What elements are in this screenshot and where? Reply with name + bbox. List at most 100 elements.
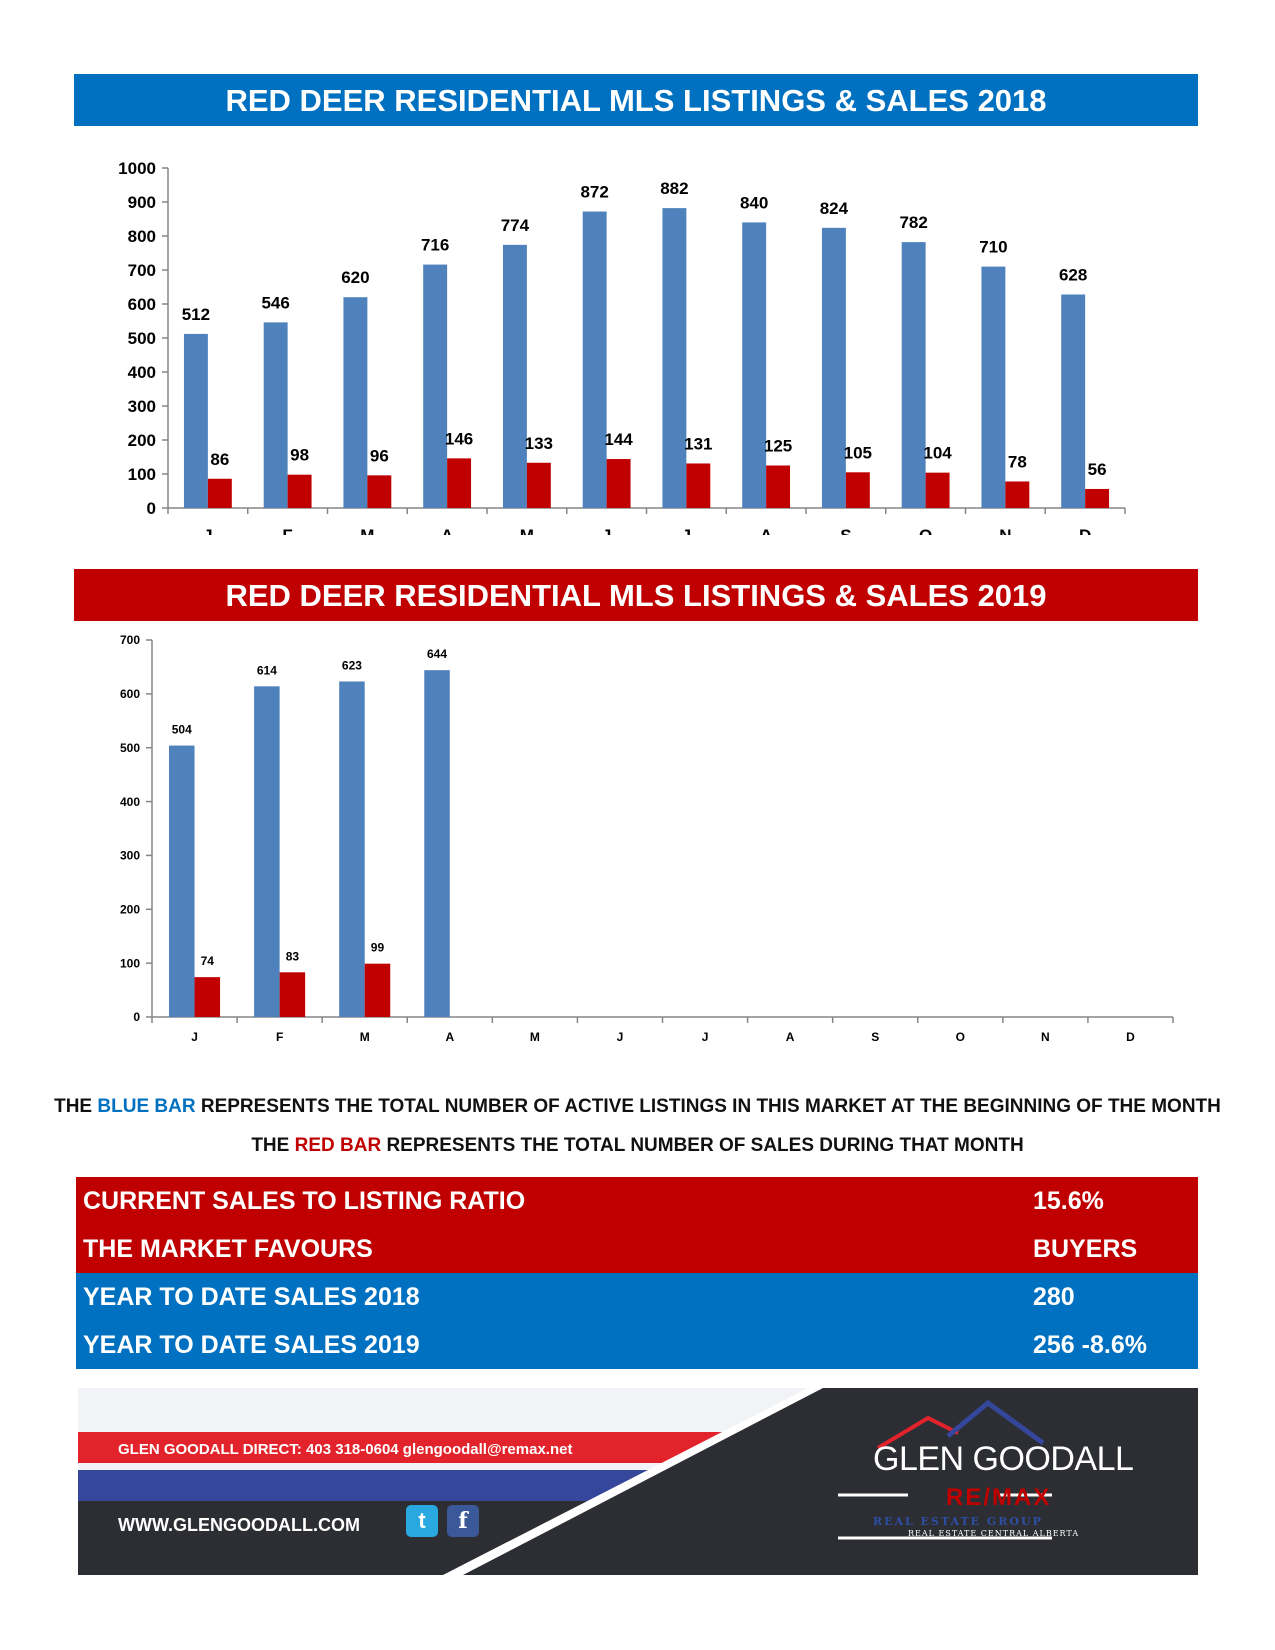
stat-row-ratio: CURRENT SALES TO LISTING RATIO 15.6% (76, 1177, 1198, 1225)
x-tick-label: S (840, 526, 851, 535)
legend-red-bar: THE RED BAR REPRESENTS THE TOTAL NUMBER … (0, 1135, 1275, 1157)
data-label: 872 (580, 183, 608, 202)
footer-banner: GLEN GOODALL DIRECT: 403 318-0604 glengo… (78, 1388, 1198, 1575)
x-tick-label: A (760, 526, 772, 535)
y-tick-label: 500 (120, 741, 140, 755)
listings-bar (502, 244, 527, 508)
data-label: 512 (182, 305, 210, 324)
x-tick-label: N (1041, 1030, 1050, 1044)
x-tick-label: F (282, 526, 292, 535)
data-label: 105 (844, 443, 872, 462)
data-label: 146 (445, 429, 473, 448)
data-label: 623 (342, 658, 362, 672)
data-label: 782 (899, 213, 927, 232)
legend-red-suffix: REPRESENTS THE TOTAL NUMBER OF SALES DUR… (381, 1135, 1024, 1156)
x-tick-label: O (956, 1030, 965, 1044)
stat-value: 280 (1033, 1282, 1075, 1311)
y-tick-label: 900 (128, 193, 156, 212)
sales-bar (367, 475, 392, 508)
x-tick-label: D (1079, 526, 1091, 535)
chart-2019: 0 100 200 300 400 500 600 700 J F M A M J J A S O N D 504 614… (120, 633, 1174, 1044)
legend-blue-word: BLUE BAR (97, 1096, 196, 1117)
data-label: 83 (286, 949, 300, 963)
listings-bar (1061, 294, 1086, 508)
y-tick-label: 200 (128, 431, 156, 450)
stat-label: THE MARKET FAVOURS (83, 1234, 373, 1263)
x-tick-label: M (360, 526, 374, 535)
y-tick-label: 300 (128, 397, 156, 416)
listings-bar (339, 681, 365, 1017)
sales-bar (207, 478, 232, 508)
x-tick-label: O (919, 526, 932, 535)
stats-table: CURRENT SALES TO LISTING RATIO 15.6% THE… (76, 1177, 1198, 1369)
brand-name: GLEN GOODALL (873, 1440, 1134, 1478)
data-label: 840 (740, 193, 768, 212)
legend-red-prefix: THE (251, 1135, 295, 1156)
x-tick-label: A (445, 1030, 454, 1044)
sales-bar (845, 472, 870, 508)
listings-bar (423, 264, 448, 508)
y-tick-label: 200 (120, 902, 140, 916)
legend-blue-bar: THE BLUE BAR REPRESENTS THE TOTAL NUMBER… (0, 1096, 1275, 1118)
listings-bar (901, 242, 926, 508)
x-tick-label: A (441, 526, 453, 535)
y-tick-label: 600 (120, 687, 140, 701)
sales-bar (686, 463, 711, 508)
sales-bar (447, 458, 472, 508)
y-tick-label: 800 (128, 227, 156, 246)
twitter-icon[interactable]: t (406, 1505, 438, 1537)
y-tick-label: 400 (120, 795, 140, 809)
y-tick-label: 700 (128, 261, 156, 280)
stat-label: CURRENT SALES TO LISTING RATIO (83, 1186, 526, 1215)
y-tick-label: 600 (128, 295, 156, 314)
data-label: 78 (1008, 452, 1027, 471)
y-tick-label: 300 (120, 849, 140, 863)
y-tick-label: 700 (120, 633, 140, 647)
data-label: 96 (370, 446, 389, 465)
listings-bar (742, 222, 767, 508)
sales-bar (925, 472, 950, 508)
data-label: 131 (684, 434, 712, 453)
x-tick-label: J (617, 1030, 624, 1044)
listings-bar (662, 208, 687, 508)
x-tick-label: J (682, 526, 691, 535)
x-tick-label: N (999, 526, 1011, 535)
legend-blue-prefix: THE (54, 1096, 98, 1117)
data-label: 86 (210, 450, 229, 469)
x-tick-label: F (276, 1030, 283, 1044)
x-tick-label: M (360, 1030, 370, 1044)
x-tick-label: J (702, 1030, 709, 1044)
website-link[interactable]: WWW.GLENGOODALL.COM (118, 1515, 360, 1535)
data-label: 882 (660, 179, 688, 198)
stat-label: YEAR TO DATE SALES 2019 (83, 1330, 420, 1359)
data-label: 99 (371, 941, 385, 955)
sales-bar (279, 972, 306, 1017)
sales-bar (1005, 481, 1030, 508)
x-tick-label: J (203, 526, 212, 535)
data-label: 824 (820, 199, 849, 218)
sales-bar (287, 474, 312, 508)
data-label: 504 (172, 723, 192, 737)
stat-value: 15.6% (1033, 1186, 1104, 1215)
listings-bar (183, 333, 208, 508)
x-tick-label: D (1126, 1030, 1135, 1044)
data-label: 98 (290, 446, 309, 465)
x-tick-label: A (786, 1030, 795, 1044)
chart-2019-title: RED DEER RESIDENTIAL MLS LISTINGS & SALE… (74, 569, 1198, 621)
x-tick-label: M (520, 526, 534, 535)
stat-value: BUYERS (1033, 1234, 1138, 1263)
data-label: 716 (421, 236, 449, 255)
y-tick-label: 500 (128, 329, 156, 348)
data-label: 644 (427, 647, 447, 661)
data-label: 56 (1088, 460, 1107, 479)
y-tick-label: 400 (128, 363, 156, 382)
y-tick-label: 100 (128, 465, 156, 484)
sales-bar (766, 465, 791, 508)
data-label: 104 (923, 444, 952, 463)
sales-bar (194, 977, 221, 1017)
facebook-icon[interactable]: f (447, 1505, 479, 1537)
x-tick-label: S (871, 1030, 879, 1044)
listings-bar (424, 670, 450, 1017)
brand-subtitle: REAL ESTATE CENTRAL ALBERTA (908, 1529, 1080, 1538)
listings-bar (343, 297, 368, 508)
